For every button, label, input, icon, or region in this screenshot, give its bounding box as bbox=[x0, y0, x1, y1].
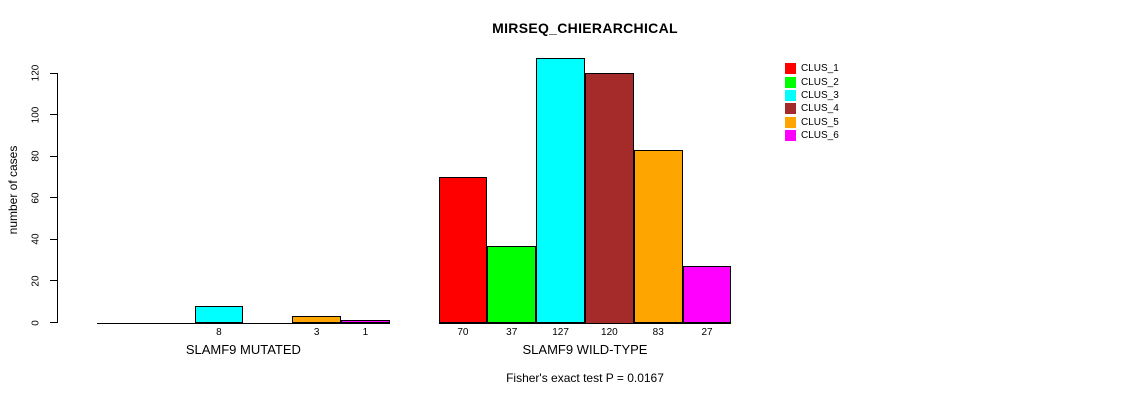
legend-swatch-icon bbox=[785, 116, 796, 128]
bar-value-label: 83 bbox=[652, 327, 664, 338]
group-label-mutated: SLAMF9 MUTATED bbox=[185, 342, 301, 357]
legend-swatch-icon bbox=[785, 130, 796, 142]
legend-label: CLUS_4 bbox=[801, 103, 839, 115]
legend-label: CLUS_1 bbox=[801, 63, 839, 75]
bar-value-label: 37 bbox=[506, 327, 518, 338]
y-tick-label: 120 bbox=[30, 64, 42, 82]
legend-label: CLUS_6 bbox=[801, 130, 839, 142]
y-tick-label: 60 bbox=[30, 192, 42, 204]
bar-clus_5 bbox=[633, 149, 683, 324]
y-tick-label: 0 bbox=[30, 319, 42, 326]
chart-title: MIRSEQ_CHIERARCHICAL bbox=[492, 20, 678, 36]
bar-clus_6 bbox=[341, 320, 390, 324]
x-baseline bbox=[96, 322, 390, 324]
legend-label: CLUS_3 bbox=[801, 89, 839, 101]
legend-swatch-icon bbox=[785, 89, 796, 101]
bar-clus_5 bbox=[292, 316, 342, 324]
legend-label: CLUS_2 bbox=[801, 76, 839, 88]
legend-row: CLUS_4 bbox=[785, 102, 839, 115]
y-tick-mark bbox=[50, 72, 58, 74]
group-label-wild-type: SLAMF9 WILD-TYPE bbox=[522, 342, 648, 357]
legend-row: CLUS_5 bbox=[785, 116, 839, 129]
bar-value-label: 8 bbox=[216, 327, 222, 338]
legend-swatch-icon bbox=[785, 63, 796, 75]
legend-label: CLUS_5 bbox=[801, 116, 839, 128]
y-tick-mark bbox=[50, 238, 58, 240]
y-axis-label: number of cases bbox=[6, 145, 20, 235]
y-tick-label: 40 bbox=[30, 233, 42, 245]
bar-value-label: 120 bbox=[601, 327, 618, 338]
bar-value-label: 27 bbox=[701, 327, 713, 338]
y-tick-label: 20 bbox=[30, 275, 42, 287]
legend-row: CLUS_3 bbox=[785, 89, 839, 102]
y-tick-mark bbox=[50, 280, 58, 282]
bar-clus_1 bbox=[438, 176, 488, 324]
bar-value-label: 3 bbox=[313, 327, 320, 338]
legend-row: CLUS_2 bbox=[785, 75, 839, 88]
bar-value-label: 1 bbox=[362, 327, 369, 338]
legend-swatch-icon bbox=[785, 103, 796, 115]
bar-value-label: 70 bbox=[457, 327, 469, 338]
y-tick-mark bbox=[50, 322, 58, 323]
bar-clus_2 bbox=[487, 245, 537, 324]
y-tick-mark bbox=[50, 155, 58, 157]
bar-clus_3 bbox=[194, 305, 244, 324]
legend-row: CLUS_1 bbox=[785, 62, 839, 75]
bar-clus_6 bbox=[682, 266, 732, 324]
y-tick-label: 80 bbox=[30, 150, 42, 162]
y-tick-label: 100 bbox=[30, 106, 42, 123]
y-tick-mark bbox=[50, 114, 58, 116]
bar-value-label: 127 bbox=[552, 327, 569, 338]
bar-clus_4 bbox=[584, 73, 634, 324]
legend-row: CLUS_6 bbox=[785, 129, 839, 142]
bar-clus_3 bbox=[536, 58, 585, 324]
legend: CLUS_1 CLUS_2 CLUS_3 CLUS_4 CLUS_5 CLUS_6 bbox=[785, 62, 839, 142]
fisher-test-annotation: Fisher's exact test P = 0.0167 bbox=[506, 371, 664, 385]
legend-swatch-icon bbox=[785, 76, 796, 88]
y-tick-mark bbox=[50, 197, 58, 199]
